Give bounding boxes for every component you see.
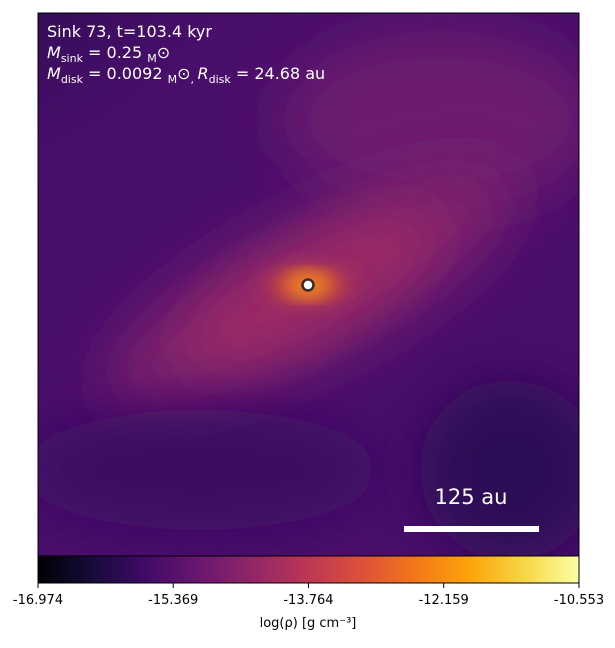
annotation: Sink 73, t=103.4 kyr bbox=[47, 22, 212, 41]
annotation-part: Sink 73, t=103.4 kyr bbox=[47, 22, 212, 41]
colorbar-tick-label: -13.764 bbox=[283, 593, 333, 608]
annotation-part: R bbox=[198, 64, 209, 83]
annotation: Mdisk = 0.0092 M⊙, Rdisk = 24.68 au bbox=[47, 64, 325, 86]
annotation-part: M bbox=[147, 52, 157, 65]
scale-bar bbox=[404, 526, 539, 532]
sink-marker bbox=[301, 278, 315, 292]
annotation-part: = 24.68 au bbox=[231, 64, 325, 83]
colorbar-label: log(ρ) [g cm⁻³] bbox=[260, 616, 357, 631]
annotation-part: sink bbox=[61, 52, 84, 65]
scale-bar-label: 125 au bbox=[435, 485, 508, 509]
colorbar-tick-label: -12.159 bbox=[419, 593, 469, 608]
annotation-part: ⊙ bbox=[157, 43, 170, 62]
annotation-part: disk bbox=[209, 73, 232, 86]
colorbar bbox=[37, 555, 580, 584]
density-image bbox=[38, 13, 579, 556]
annotation-part: = 0.25 bbox=[83, 43, 147, 62]
annotation-part: M bbox=[168, 73, 178, 86]
colorbar-tick-label: -15.369 bbox=[148, 593, 198, 608]
annotation-part: , bbox=[191, 73, 198, 86]
colorbar-ticks: -16.974 -15.369 -13.764 -12.159 -10.553 bbox=[13, 583, 604, 608]
annotation-part: ⊙ bbox=[177, 64, 190, 83]
colorbar-tick-label: -16.974 bbox=[13, 593, 63, 608]
annotation: Msink = 0.25 M⊙ bbox=[47, 43, 170, 65]
annotation-part: M bbox=[47, 43, 61, 62]
annotation-part: disk bbox=[61, 73, 84, 86]
annotation-part: = 0.0092 bbox=[83, 64, 168, 83]
annotation-part: M bbox=[47, 64, 61, 83]
colorbar-tick-label: -10.553 bbox=[554, 593, 604, 608]
